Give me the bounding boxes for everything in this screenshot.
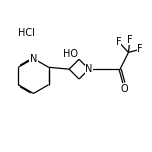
Text: F: F <box>137 44 143 54</box>
Text: HCl: HCl <box>18 28 35 38</box>
Text: F: F <box>116 37 121 47</box>
Text: N: N <box>30 54 37 64</box>
Text: O: O <box>120 84 128 94</box>
Text: F: F <box>127 35 133 45</box>
Text: HO: HO <box>62 48 78 59</box>
Text: N: N <box>85 64 93 74</box>
